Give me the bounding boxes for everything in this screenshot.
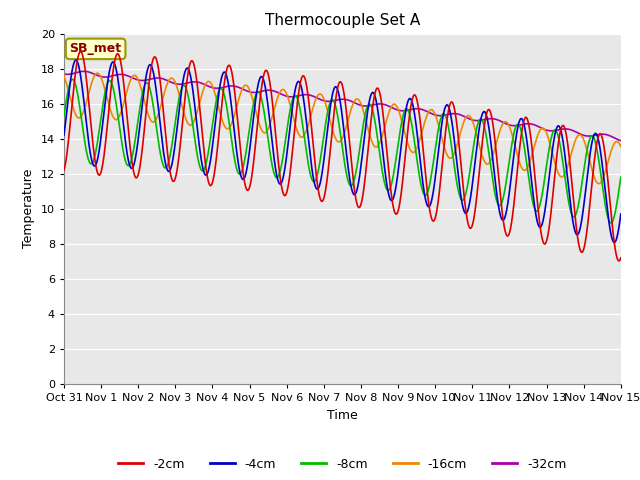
Y-axis label: Temperature: Temperature (22, 169, 35, 249)
Title: Thermocouple Set A: Thermocouple Set A (265, 13, 420, 28)
X-axis label: Time: Time (327, 408, 358, 421)
Legend: -2cm, -4cm, -8cm, -16cm, -32cm: -2cm, -4cm, -8cm, -16cm, -32cm (113, 453, 572, 476)
Text: SB_met: SB_met (70, 42, 122, 55)
